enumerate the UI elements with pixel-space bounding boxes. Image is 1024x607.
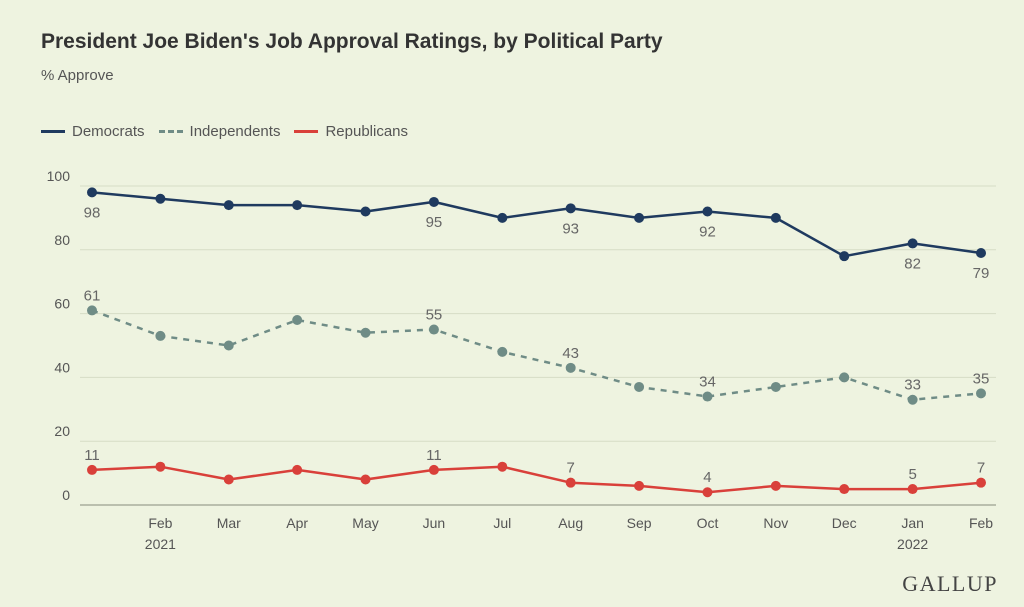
legend-item-republicans: Republicans — [294, 123, 408, 140]
y-tick-label-80: 80 — [54, 232, 70, 248]
data-label-republicans-13: 7 — [977, 460, 985, 477]
point-independents-3 — [292, 314, 303, 325]
legend-swatch-independents — [158, 130, 183, 133]
x-tick-label-13: Feb — [969, 515, 993, 531]
point-republicans-8 — [634, 480, 645, 491]
point-independents-12 — [907, 394, 918, 405]
point-republicans-2 — [223, 474, 234, 485]
data-label-independents-0: 61 — [84, 287, 101, 304]
point-republicans-10 — [770, 480, 781, 491]
x-tick-label-8: Sep — [627, 515, 652, 531]
data-label-republicans-0: 11 — [84, 447, 100, 464]
chart-title: President Joe Biden's Job Approval Ratin… — [41, 30, 663, 53]
y-tick-label-100: 100 — [47, 168, 71, 184]
x-tick-label-6: Jul — [493, 515, 511, 531]
y-tick-label-60: 60 — [54, 296, 70, 312]
point-republicans-11 — [839, 484, 850, 495]
point-independents-0 — [87, 305, 97, 316]
point-independents-6 — [497, 346, 508, 357]
gallup-logo: GALLUP — [902, 571, 998, 596]
data-label-independents-12: 33 — [904, 377, 921, 394]
legend-item-democrats: Democrats — [41, 123, 145, 140]
x-tick-label-2: Mar — [217, 515, 241, 531]
data-label-democrats-12: 82 — [904, 255, 921, 272]
point-independents-13 — [976, 388, 986, 399]
point-independents-5 — [428, 324, 439, 335]
point-democrats-10 — [770, 212, 781, 223]
x-tick-label-1: Feb — [148, 515, 172, 531]
point-independents-7 — [565, 362, 576, 373]
data-label-democrats-9: 92 — [699, 224, 716, 241]
point-republicans-9 — [702, 487, 713, 498]
x-tick-year-1: 2021 — [145, 536, 176, 552]
point-democrats-12 — [907, 238, 918, 249]
data-label-independents-9: 34 — [699, 374, 716, 391]
point-democrats-2 — [223, 200, 234, 211]
point-republicans-5 — [428, 464, 439, 475]
point-democrats-4 — [360, 206, 371, 217]
point-democrats-6 — [497, 212, 508, 223]
point-democrats-9 — [702, 206, 713, 217]
point-democrats-13 — [976, 247, 986, 258]
point-democrats-7 — [565, 203, 576, 214]
point-republicans-12 — [907, 484, 918, 495]
point-democrats-11 — [839, 251, 850, 262]
data-label-democrats-0: 98 — [84, 204, 101, 221]
data-label-republicans-7: 7 — [567, 460, 575, 477]
point-republicans-0 — [87, 464, 97, 475]
data-label-independents-5: 55 — [426, 307, 443, 324]
legend-swatch-democrats — [41, 130, 65, 133]
point-independents-2 — [223, 340, 234, 351]
series-line-republicans — [91, 465, 982, 494]
data-label-independents-7: 43 — [562, 345, 579, 362]
point-independents-11 — [839, 372, 850, 383]
point-democrats-3 — [292, 200, 303, 211]
point-democrats-5 — [428, 196, 439, 207]
y-tick-label-20: 20 — [54, 423, 70, 439]
legend-item-independents: Independents — [158, 123, 281, 140]
y-tick-label-0: 0 — [62, 487, 70, 503]
data-label-republicans-5: 11 — [426, 447, 442, 464]
x-tick-label-12: Jan — [901, 515, 924, 531]
point-democrats-0 — [87, 187, 97, 198]
legend-label-democrats: Democrats — [72, 123, 145, 140]
data-label-republicans-9: 4 — [703, 469, 711, 486]
y-tick-label-40: 40 — [54, 359, 70, 375]
point-republicans-13 — [976, 477, 986, 488]
data-label-democrats-13: 79 — [973, 265, 990, 282]
point-democrats-1 — [155, 193, 166, 204]
point-democrats-8 — [634, 212, 645, 223]
x-tick-label-10: Nov — [763, 515, 788, 531]
data-label-democrats-7: 93 — [562, 220, 579, 237]
x-tick-label-5: Jun — [423, 515, 446, 531]
point-republicans-4 — [360, 474, 371, 485]
data-label-independents-13: 35 — [973, 370, 990, 387]
point-republicans-1 — [155, 461, 166, 472]
x-tick-label-3: Apr — [286, 515, 308, 531]
legend-label-republicans: Republicans — [325, 123, 409, 140]
legend-label-independents: Independents — [189, 123, 281, 140]
data-label-democrats-5: 95 — [426, 214, 443, 231]
chart-legend: Democrats Independents Republicans — [41, 123, 408, 140]
point-independents-9 — [702, 391, 713, 402]
point-independents-10 — [770, 381, 781, 392]
chart-subtitle: % Approve — [41, 67, 114, 84]
point-independents-8 — [634, 381, 645, 392]
x-tick-label-7: Aug — [558, 515, 583, 531]
data-label-republicans-12: 5 — [908, 466, 916, 483]
x-tick-label-11: Dec — [832, 515, 857, 531]
point-republicans-3 — [292, 464, 303, 475]
point-republicans-7 — [565, 477, 576, 488]
series-line-democrats — [91, 191, 982, 258]
series-line-independents — [91, 309, 982, 401]
point-republicans-6 — [497, 461, 508, 472]
x-tick-label-4: May — [352, 515, 378, 531]
point-independents-1 — [155, 330, 166, 341]
legend-swatch-republicans — [294, 130, 319, 133]
x-tick-year-12: 2022 — [897, 536, 928, 552]
x-tick-label-9: Oct — [697, 515, 719, 531]
point-independents-4 — [360, 327, 371, 338]
